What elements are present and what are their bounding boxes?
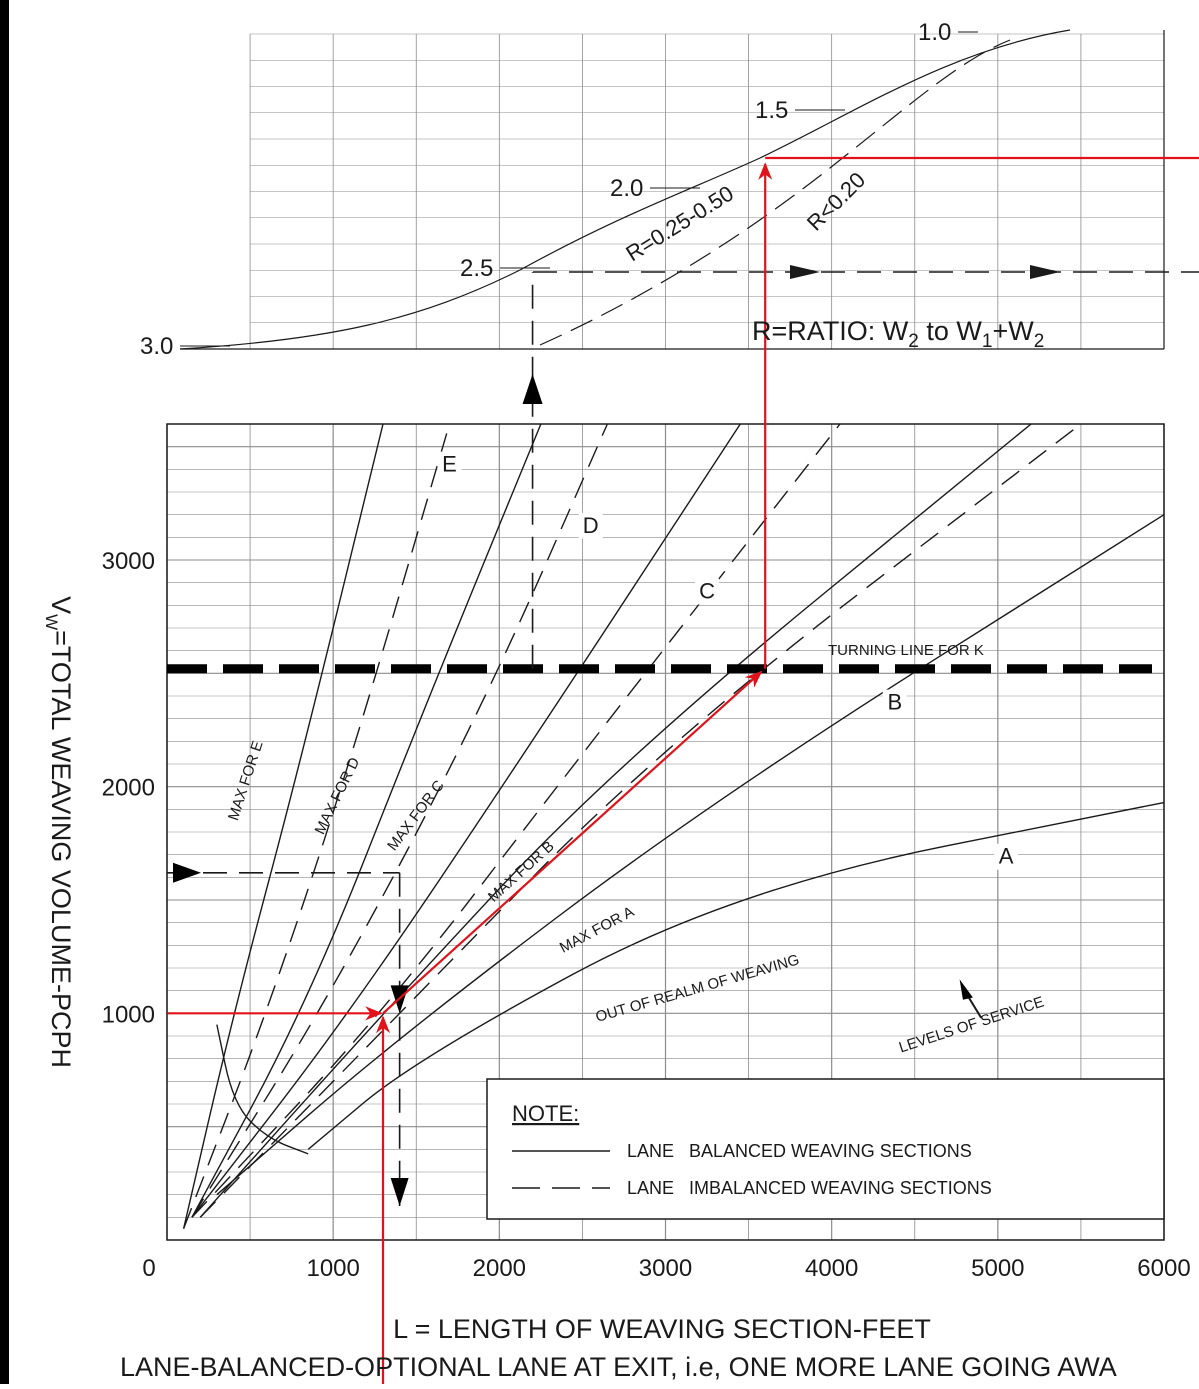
ratio-label: R=RATIO: W2 to W1+W2 [752,316,1044,352]
note-item-imbalanced: LANE IMBALANCED WEAVING SECTIONS [627,1178,992,1198]
los-label: B [887,690,902,715]
ratio-scale-label: 2.0 [610,175,643,202]
y-tick-label: 1000 [102,1001,155,1028]
x-tick-label: 1000 [306,1255,359,1282]
levels-arrow-head [959,979,973,1000]
turning-line-label: TURNING LINE FOR K [828,642,984,659]
ratio-scale-label: 2.5 [460,255,493,282]
note-box: NOTE: LANE BALANCED WEAVING SECTIONS LAN… [486,1078,1165,1220]
plot-frame [166,423,1165,1241]
los-label-bg [882,689,907,716]
y-axis-label: VW=TOTAL WEAVING VOLUME-PCPH [42,596,76,1068]
series-curve-1 [182,423,451,1229]
los-label-bg [994,843,1019,870]
x-tick-label: 3000 [639,1255,692,1282]
los-label-bg [578,512,603,539]
left-border [0,0,9,1384]
ratio-readout-arrow [790,265,820,279]
x-tick-label: 2000 [473,1255,526,1282]
los-label-bg [437,451,462,478]
series-curve-4 [191,423,741,1218]
curve-label: MAX FOR B [485,838,558,906]
los-label-bg [695,578,720,605]
curve-label: MAX FOR E [225,739,267,823]
ratio-curve-label-b: R<0.20 [802,167,870,235]
example-path-layer [167,156,1199,1384]
series-curve-10 [216,1024,309,1155]
los-label: C [699,579,715,604]
x-tick-label: 6000 [1137,1255,1190,1282]
x-axis-label: L = LENGTH OF WEAVING SECTION-FEET [393,1314,931,1344]
ratio-curve-solid [179,29,1071,350]
ratio-scale-label: 3.0 [140,333,173,360]
ratio-curve-dashed [539,39,1011,346]
series-curve-9 [307,801,1165,1150]
note-title: NOTE: [512,1101,579,1126]
ratio-scale-label: 1.5 [755,97,788,124]
series-curve-2 [191,423,542,1218]
series-curve-8 [216,514,1165,1196]
curve-label: OUT OF REALM OF WEAVING [594,951,802,1026]
footer-text: LANE-BALANCED-OPTIONAL LANE AT EXIT, i.e… [120,1352,1117,1382]
x-tick-label: 5000 [971,1255,1024,1282]
note-item-balanced: LANE BALANCED WEAVING SECTIONS [627,1141,972,1161]
series-layer [167,423,1165,1229]
los-label: A [999,844,1014,869]
series-curve-6 [199,423,1032,1218]
series-curve-3 [191,423,608,1218]
x-tick-label: 4000 [805,1255,858,1282]
y-tick-label: 2000 [102,775,155,802]
los-label: D [583,513,599,538]
series-curve-0 [182,423,384,1229]
los-label: E [442,452,457,477]
up-arrow [522,374,543,404]
highlight-path-diagonal [382,670,763,1015]
grid [166,423,1165,1241]
series-curve-5 [191,423,841,1218]
x-tick-label: 0 [142,1255,155,1282]
curve-label: MAX FOR D [312,755,364,838]
y-tick-label: 3000 [102,548,155,575]
ratio-grid [179,29,1199,350]
ratio-readout-arrow [1030,265,1060,279]
input-arrow [173,862,201,883]
ratio-scale-label: 1.0 [918,19,951,46]
down-arrow [390,1178,409,1206]
